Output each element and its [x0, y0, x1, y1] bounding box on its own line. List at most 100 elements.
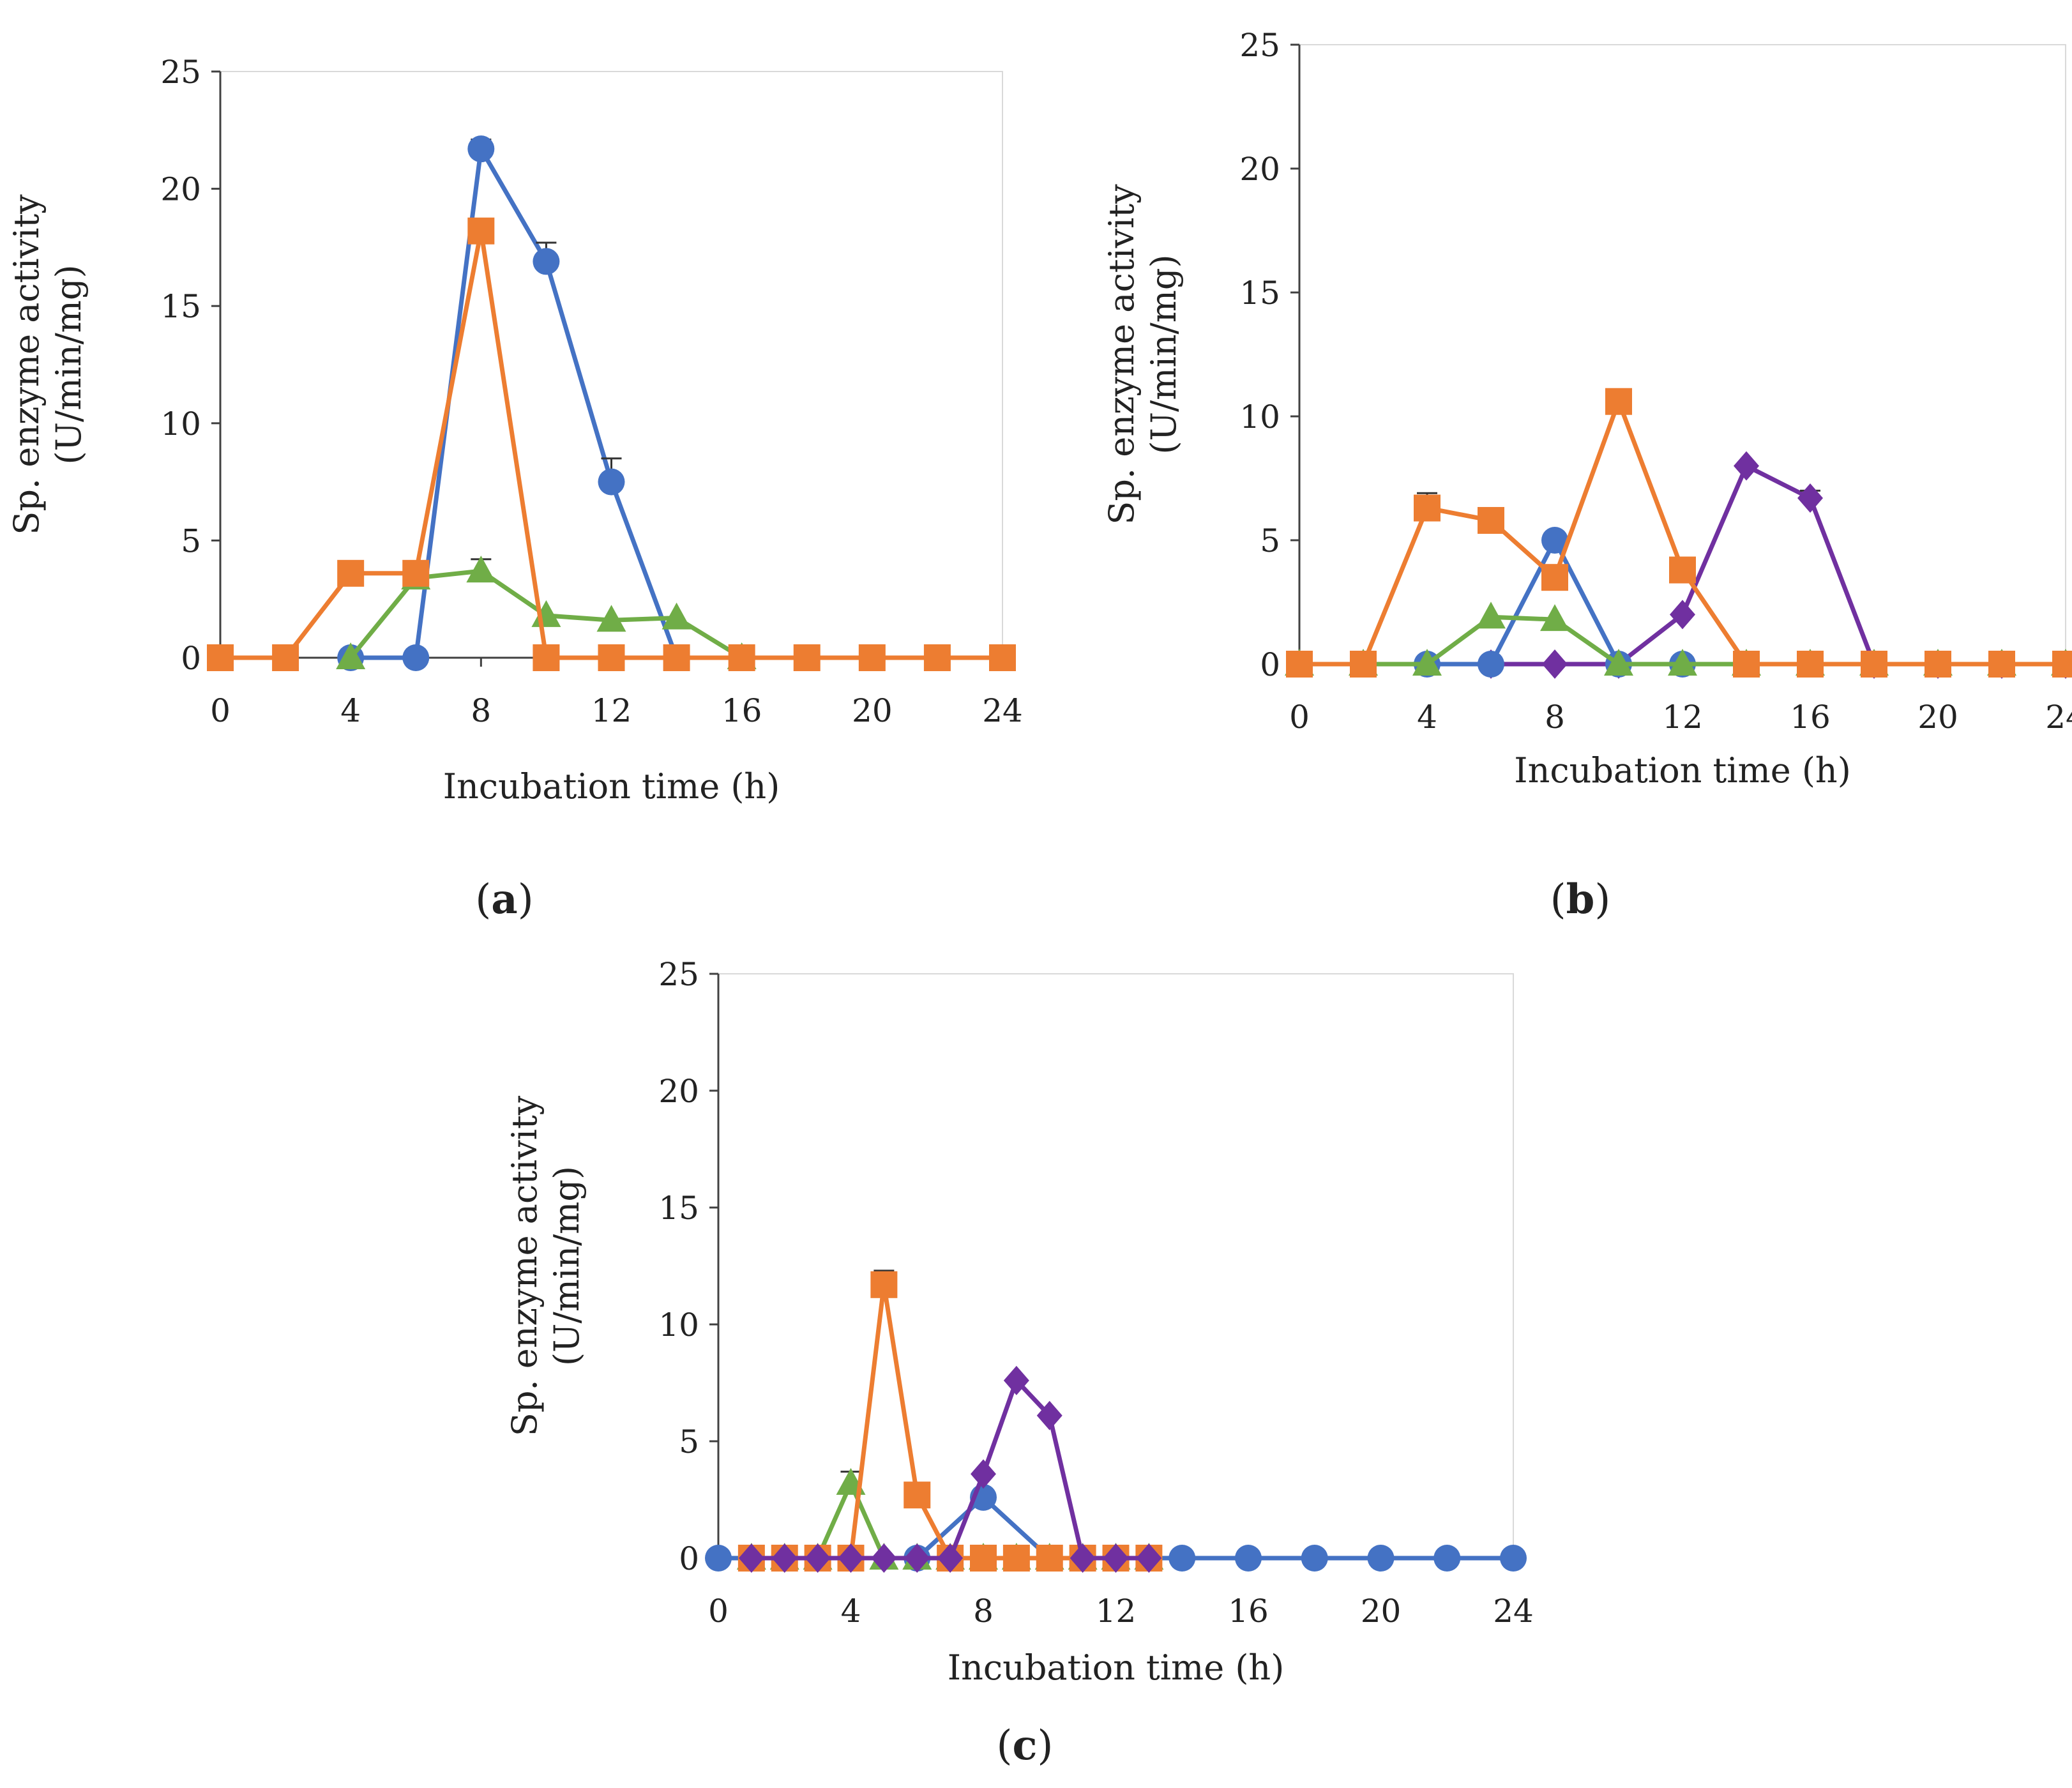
data-point-green — [1668, 649, 1697, 676]
y-tick-label: 10 — [1239, 398, 1280, 436]
x-tick-label: 12 — [1096, 1593, 1137, 1630]
x-tick-label: 8 — [471, 692, 491, 729]
y-tick-label: 0 — [1260, 646, 1280, 683]
data-point-orange — [793, 644, 820, 671]
data-point-orange — [1414, 494, 1441, 522]
data-point-purple — [971, 1459, 996, 1489]
data-point-purple — [1542, 649, 1568, 679]
data-point-orange — [923, 644, 951, 671]
data-point-green — [1476, 602, 1506, 629]
data-point-orange — [1541, 564, 1568, 591]
data-point-orange — [337, 559, 365, 587]
x-tick-label: 4 — [1417, 699, 1437, 736]
x-tick-label: 8 — [1545, 699, 1565, 736]
data-point-orange — [970, 1545, 997, 1572]
data-point-green — [1412, 649, 1442, 676]
data-point-orange — [728, 644, 755, 671]
data-point-orange — [1286, 651, 1313, 678]
x-tick-label: 0 — [708, 1593, 729, 1630]
chart-panel-b: 0 5 10 15 20 25 0 4 8 12 16 20 24 Incubation time (h)… — [1101, 27, 2072, 791]
data-point-blue — [467, 135, 495, 163]
y-axis-title-line2: (U/min/mg) — [49, 264, 89, 464]
y-tick-label: 20 — [160, 171, 201, 208]
x-axis-title: Incubation time (h) — [443, 766, 780, 807]
chart-panel-c: 0 5 10 15 20 25 0 4 8 12 16 20 24 Incubation time (h)… — [504, 956, 1534, 1688]
data-point-purple — [1003, 1365, 1029, 1395]
data-point-purple — [1734, 451, 1759, 481]
y-axis-title-line2: (U/min/mg) — [1144, 254, 1184, 454]
data-point-orange — [402, 559, 430, 587]
y-tick-label: 5 — [679, 1423, 699, 1460]
data-point-purple — [1136, 1543, 1162, 1573]
data-point-purple — [738, 1543, 764, 1573]
data-point-orange — [663, 644, 690, 671]
data-point-orange — [1733, 651, 1760, 678]
data-point-orange — [1350, 651, 1377, 678]
data-point-orange — [904, 1481, 931, 1509]
data-point-orange — [207, 644, 234, 671]
data-point-blue — [598, 468, 625, 496]
data-point-orange — [1478, 506, 1504, 534]
data-point-blue — [1367, 1545, 1395, 1572]
data-point-blue — [1500, 1545, 1527, 1572]
y-tick-label: 5 — [1260, 522, 1280, 559]
series-purple — [738, 1365, 1162, 1573]
data-point-purple — [1070, 1543, 1096, 1573]
series-line-orange — [751, 1282, 1149, 1561]
y-tick-label: 25 — [658, 956, 699, 993]
y-axis-title-line1: Sp. enzyme activity — [1101, 184, 1142, 525]
panel-label-c: (c) — [997, 1722, 1054, 1769]
data-point-orange — [858, 644, 886, 671]
y-axis-title-line1: Sp. enzyme activity — [6, 194, 47, 535]
data-point-orange — [989, 644, 1016, 671]
data-point-blue — [1433, 1545, 1461, 1572]
data-point-orange — [1002, 1545, 1030, 1572]
x-axis-title: Incubation time (h) — [948, 1648, 1285, 1688]
x-tick-label: 24 — [2045, 699, 2072, 736]
x-tick-label: 20 — [1361, 1593, 1402, 1630]
data-point-orange — [870, 1271, 898, 1298]
data-point-purple — [937, 1543, 964, 1573]
y-tick-label: 15 — [160, 288, 201, 325]
y-tick-label: 10 — [160, 405, 201, 443]
y-tick-label: 20 — [658, 1073, 699, 1110]
data-point-green — [662, 602, 692, 630]
series-line-orange — [220, 229, 1002, 660]
x-tick-label: 16 — [1228, 1593, 1269, 1630]
x-tick-label: 16 — [722, 692, 762, 729]
data-point-purple — [1797, 483, 1823, 513]
x-tick-label: 20 — [1917, 699, 1958, 736]
data-point-blue — [1478, 651, 1504, 678]
data-point-green — [466, 556, 496, 583]
y-tick-label: 10 — [658, 1307, 699, 1344]
y-tick-label: 20 — [1239, 151, 1280, 188]
data-point-orange — [272, 644, 299, 671]
y-tick-label: 15 — [658, 1190, 699, 1227]
data-point-blue — [1168, 1545, 1196, 1572]
data-point-green — [596, 605, 626, 632]
x-tick-label: 12 — [1662, 699, 1703, 736]
data-point-orange — [1036, 1545, 1063, 1572]
x-tick-label: 8 — [973, 1593, 994, 1630]
data-point-purple — [1670, 600, 1695, 630]
y-tick-label: 25 — [160, 54, 201, 91]
data-point-purple — [771, 1543, 798, 1573]
data-point-green — [1604, 649, 1633, 676]
y-tick-label: 0 — [181, 640, 201, 677]
x-tick-label: 24 — [982, 692, 1023, 729]
data-point-orange — [467, 217, 495, 245]
x-tick-label: 16 — [1790, 699, 1831, 736]
x-tick-label: 20 — [852, 692, 893, 729]
x-tick-label: 4 — [340, 692, 361, 729]
series-line-blue — [718, 1495, 1513, 1561]
panel-label-a: (a) — [475, 875, 533, 923]
series-orange — [1286, 388, 2072, 678]
chart-panel-a: 0 5 10 15 20 25 0 4 8 12 16 20 24 Incubation time (h)… — [6, 54, 1023, 807]
data-point-blue — [533, 248, 560, 275]
data-point-purple — [871, 1543, 897, 1573]
x-tick-label: 4 — [841, 1593, 861, 1630]
plot-area — [718, 973, 1514, 1559]
x-tick-label: 24 — [1493, 1593, 1534, 1630]
data-point-blue — [1301, 1545, 1328, 1572]
y-tick-label: 5 — [181, 522, 201, 559]
